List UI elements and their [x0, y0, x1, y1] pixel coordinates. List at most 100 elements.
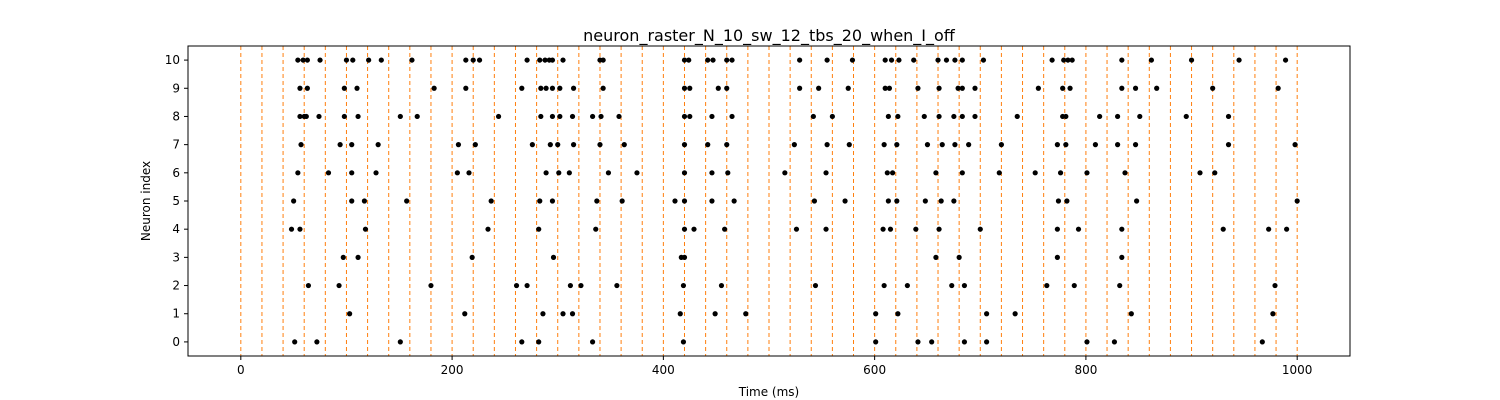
spike-point — [304, 85, 310, 91]
spike-point — [915, 85, 921, 91]
spike-point — [823, 226, 829, 232]
spike-point — [462, 311, 468, 317]
y-tick-label: 0 — [172, 335, 180, 349]
spike-point — [913, 226, 919, 232]
spike-point — [729, 57, 735, 63]
spike-point — [325, 170, 332, 176]
spike-point — [1220, 226, 1226, 232]
spike-point — [791, 142, 797, 148]
spike-point — [880, 226, 886, 232]
spike-point — [354, 85, 360, 91]
spike-point — [961, 282, 968, 289]
spike-point — [681, 226, 688, 232]
spike-point — [619, 198, 625, 204]
spike-point — [672, 198, 678, 204]
spike-point — [729, 113, 735, 120]
spike-point — [569, 113, 576, 120]
spike-point — [824, 142, 830, 148]
spike-point — [634, 170, 640, 176]
spike-point — [1119, 57, 1125, 63]
spike-point — [887, 226, 894, 232]
spike-point — [889, 170, 896, 176]
spike-point — [846, 142, 852, 148]
spike-point — [1063, 113, 1069, 120]
spike-point — [1069, 57, 1075, 63]
spike-point — [885, 198, 891, 204]
spike-point — [519, 339, 525, 345]
spike-point — [881, 142, 887, 148]
spike-point — [1071, 282, 1077, 289]
spike-point — [317, 57, 323, 63]
spike-point — [543, 85, 549, 91]
spike-point — [1032, 170, 1038, 176]
spike-point — [455, 142, 462, 148]
spike-point — [929, 339, 935, 345]
y-tick-label: 6 — [172, 166, 180, 180]
spike-point — [1270, 311, 1276, 317]
x-tick-label: 800 — [1074, 363, 1097, 377]
spike-point — [681, 85, 688, 91]
y-ticks: 0 1 2 3 4 5 6 7 8 9 10 — [165, 53, 188, 349]
spike-point — [938, 198, 944, 204]
spike-point — [621, 142, 627, 148]
spike-point — [1119, 254, 1125, 260]
x-tick-label: 400 — [652, 363, 675, 377]
spike-point — [873, 339, 879, 345]
spike-point — [911, 57, 917, 63]
spike-point — [598, 113, 604, 120]
spike-point — [366, 57, 372, 63]
spike-point — [567, 282, 574, 289]
spike-point — [712, 311, 718, 317]
y-tick-label: 1 — [172, 307, 180, 321]
spike-point — [1212, 170, 1218, 176]
spike-point — [1117, 282, 1123, 289]
spike-point — [1084, 170, 1090, 176]
spike-point — [882, 85, 888, 91]
spike-point — [1148, 57, 1155, 63]
spike-point — [593, 226, 599, 232]
y-tick-label: 3 — [172, 250, 180, 264]
spike-point — [845, 85, 851, 91]
spike-point — [1097, 113, 1103, 120]
spike-point — [300, 57, 306, 63]
spike-point — [810, 113, 816, 120]
spike-point — [589, 113, 596, 120]
spike-point — [305, 282, 312, 289]
spike-point — [428, 282, 434, 289]
spike-point — [1272, 282, 1278, 289]
x-tick-label: 0 — [237, 363, 245, 377]
spike-point — [949, 282, 955, 289]
spike-point — [966, 142, 972, 148]
spike-point — [951, 113, 957, 120]
spike-point — [538, 113, 544, 120]
spike-point — [715, 85, 721, 91]
spike-point — [915, 339, 921, 345]
chart-title: neuron_raster_N_10_sw_12_tbs_20_when_I_o… — [583, 26, 956, 46]
spike-point — [355, 254, 361, 260]
spike-point — [297, 113, 303, 120]
spike-point — [812, 282, 819, 289]
spike-point — [295, 170, 301, 176]
spike-point — [570, 142, 577, 148]
spike-point — [336, 282, 342, 289]
spike-point — [797, 57, 803, 63]
spike-point — [1292, 142, 1298, 148]
spike-point — [959, 113, 965, 120]
y-tick-label: 9 — [172, 81, 180, 95]
spike-point — [724, 85, 730, 91]
spike-point — [1210, 85, 1216, 91]
spike-point — [829, 113, 835, 120]
spike-point — [569, 311, 576, 317]
spike-point — [935, 57, 941, 63]
spike-point — [956, 254, 962, 260]
spike-point — [466, 170, 472, 176]
spike-point — [350, 57, 356, 63]
spike-point — [485, 226, 491, 232]
spike-point — [340, 254, 346, 260]
spike-point — [896, 57, 902, 63]
spike-point — [341, 113, 347, 120]
spike-point — [681, 142, 688, 148]
spike-point — [1064, 198, 1070, 204]
spike-point — [951, 198, 957, 204]
spike-point — [709, 170, 715, 176]
